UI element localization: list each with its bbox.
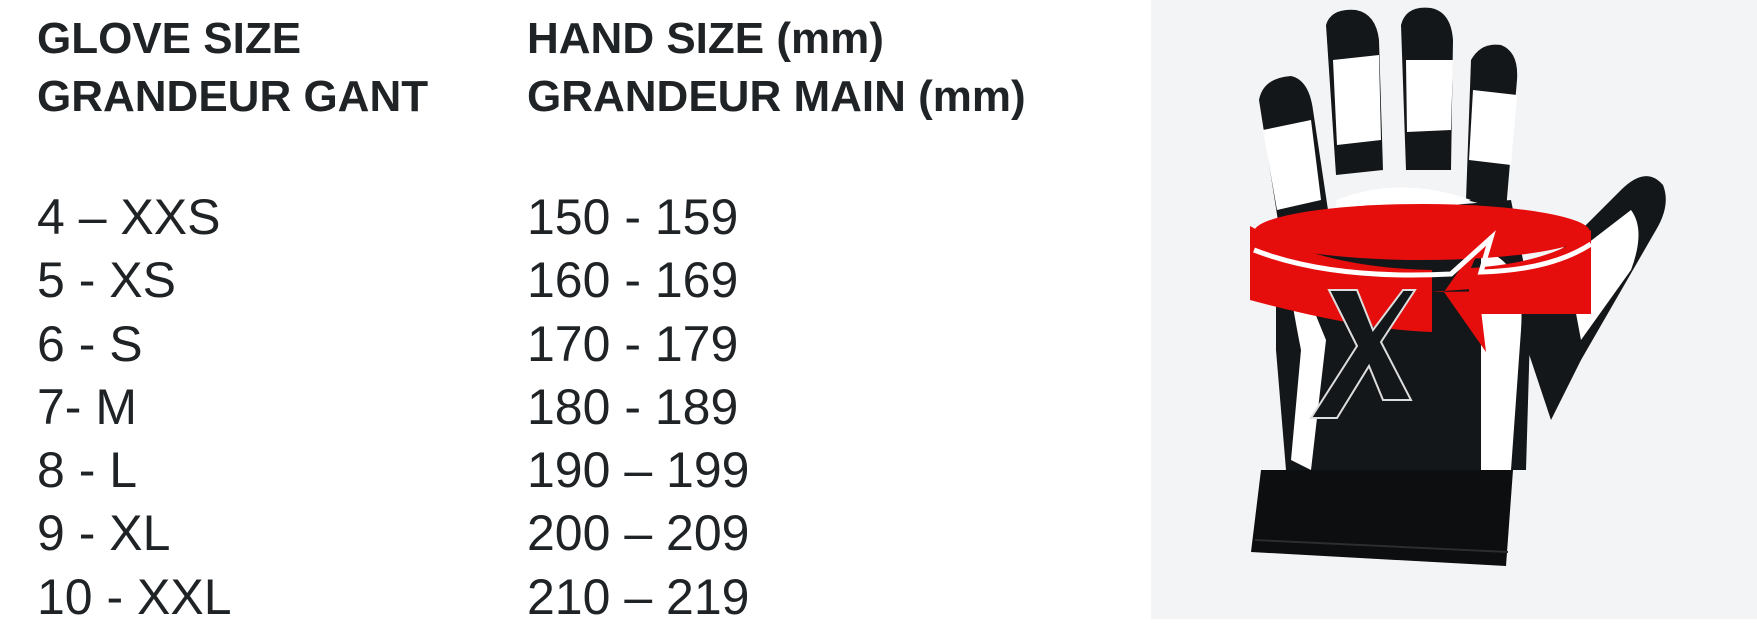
hand-size-cell: 190 – 199: [527, 442, 750, 499]
glove-size-cell: 9 - XL: [37, 505, 171, 562]
hand-size-cell: 160 - 169: [527, 252, 739, 309]
glove-size-cell: 10 - XXL: [37, 568, 232, 625]
hand-size-cell: 210 – 219: [527, 568, 750, 625]
glove-size-cell: 8 - L: [37, 442, 138, 499]
glove-size-cell: 7- M: [37, 378, 137, 435]
glove-size-cell: 6 - S: [37, 315, 143, 372]
glove-size-cell: 5 - XS: [37, 252, 176, 309]
glove-size-header: GLOVE SIZE GRANDEUR GANT: [37, 10, 428, 126]
glove-size-header-fr: GRANDEUR GANT: [37, 72, 429, 121]
hand-size-cell: 150 - 159: [527, 189, 739, 245]
glove-size-cell: 4 – XXS: [37, 189, 221, 245]
hand-size-header: HAND SIZE (mm) GRANDEUR MAIN (mm): [527, 10, 1026, 126]
hand-size-header-en: HAND SIZE (mm): [527, 14, 884, 63]
hand-size-column: 150 - 159 160 - 169 170 - 179 180 - 189 …: [527, 186, 749, 629]
hand-size-cell: 180 - 189: [527, 378, 739, 435]
logo-x-icon: [1309, 289, 1417, 419]
glove-illustration-panel: [1151, 0, 1757, 619]
hand-size-cell: 200 – 209: [527, 505, 750, 562]
measure-arrow-icon: [1250, 204, 1593, 352]
glove-size-column: 4 – XXS 5 - XS 6 - S 7- M 8 - L 9 - XL 1…: [37, 186, 232, 629]
hand-size-header-fr: GRANDEUR MAIN (mm): [527, 72, 1026, 121]
hand-size-cell: 170 - 179: [527, 315, 739, 372]
glove-with-measure-arrow-icon: [1250, 7, 1666, 566]
glove-size-header-en: GLOVE SIZE: [37, 14, 302, 63]
